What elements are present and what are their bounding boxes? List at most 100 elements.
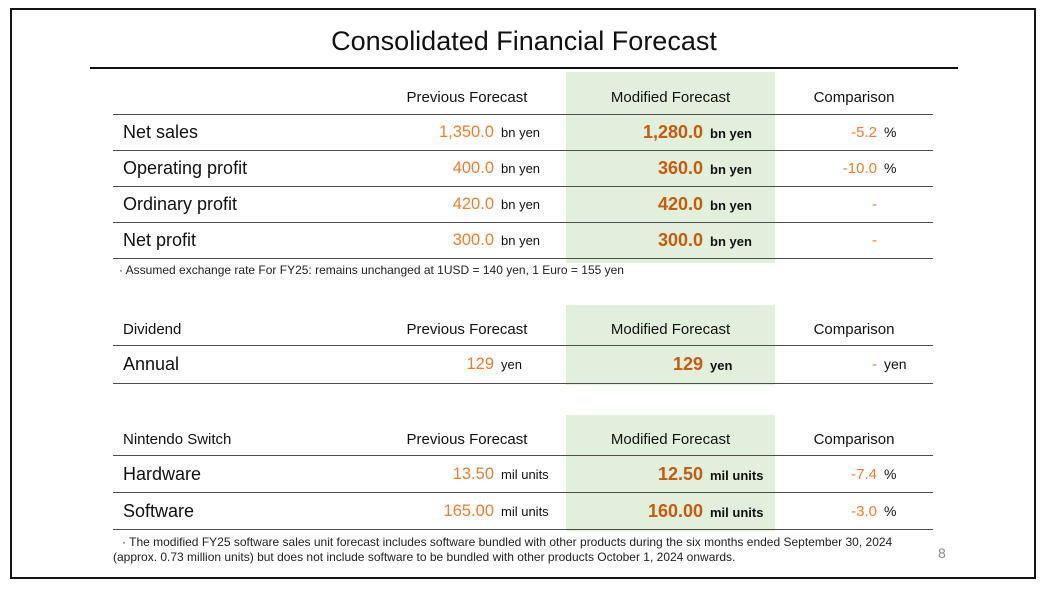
previous-value: 400.0: [452, 159, 494, 177]
modified-forecast-cell: 420.0 bn yen: [566, 194, 775, 215]
previous-forecast-header: Previous Forecast: [406, 89, 528, 106]
table-header-row: Dividend Previous Forecast Modified Fore…: [113, 313, 933, 346]
modified-forecast-header: Modified Forecast: [610, 89, 731, 106]
dividend-table: Dividend Previous Forecast Modified Fore…: [113, 305, 933, 385]
modified-unit: mil units: [710, 504, 764, 520]
previous-value: 129: [466, 355, 494, 373]
comparison-header: Comparison: [813, 89, 895, 106]
table-row: Annual 129 yen 129 yen - yen: [113, 346, 933, 384]
modified-value: 160.00: [647, 500, 703, 521]
previous-forecast-cell: 165.00 mil units: [368, 502, 566, 521]
modified-unit: mil units: [710, 467, 764, 483]
comparison-header: Comparison: [813, 430, 895, 448]
row-label: Annual: [123, 354, 180, 374]
modified-forecast-cell: 129 yen: [566, 354, 775, 375]
comparison-cell: -: [775, 196, 933, 213]
modified-forecast-cell: 360.0 bn yen: [566, 158, 775, 179]
comparison-value: -: [872, 356, 877, 373]
previous-forecast-header: Previous Forecast: [406, 430, 528, 448]
comparison-cell: -5.2%: [775, 124, 933, 141]
previous-unit: bn yen: [501, 161, 541, 176]
modified-forecast-cell: 300.0 bn yen: [566, 230, 775, 251]
nintendo-switch-section-label: Nintendo Switch: [123, 430, 232, 448]
comparison-value: -: [872, 232, 877, 249]
previous-forecast-cell: 1,350.0 bn yen: [368, 123, 566, 142]
financial-forecast-table: Previous Forecast Modified Forecast Comp…: [113, 72, 933, 263]
modified-unit: yen: [710, 358, 733, 373]
modified-unit: bn yen: [710, 162, 752, 177]
previous-forecast-cell: 420.0 bn yen: [368, 195, 566, 214]
dividend-section-label: Dividend: [123, 320, 182, 338]
comparison-header: Comparison: [813, 320, 895, 338]
previous-forecast-header: Previous Forecast: [406, 320, 528, 338]
modified-value: 300.0: [657, 230, 703, 250]
previous-unit: bn yen: [501, 125, 541, 140]
row-label: Operating profit: [123, 158, 248, 178]
comparison-unit: %: [884, 502, 897, 519]
table-row: Operating profit 400.0 bn yen 360.0 bn yen…: [113, 151, 933, 187]
modified-forecast-highlight: [566, 72, 775, 263]
previous-value: 13.50: [452, 464, 494, 483]
comparison-unit: %: [884, 465, 897, 482]
previous-forecast-cell: 400.0 bn yen: [368, 159, 566, 178]
previous-value: 420.0: [452, 195, 494, 213]
modified-unit: bn yen: [710, 126, 752, 141]
comparison-value: -5.2: [851, 124, 877, 141]
modified-value: 12.50: [657, 463, 703, 484]
nintendo-switch-table: Nintendo Switch Previous Forecast Modifi…: [113, 415, 933, 531]
modified-forecast-header: Modified Forecast: [610, 320, 731, 338]
comparison-cell: -10.0%: [775, 160, 933, 177]
previous-unit: bn yen: [501, 233, 541, 248]
software-forecast-footnote: · The modified FY25 software sales unit …: [113, 535, 893, 564]
previous-unit: yen: [501, 357, 522, 372]
row-label: Ordinary profit: [123, 194, 238, 214]
modified-value: 129: [672, 354, 703, 374]
table-row: Ordinary profit 420.0 bn yen 420.0 bn yen …: [113, 187, 933, 223]
comparison-value: -: [872, 196, 877, 213]
modified-forecast-header: Modified Forecast: [610, 430, 731, 448]
modified-value: 1,280.0: [642, 122, 703, 142]
modified-forecast-cell: 1,280.0 bn yen: [566, 122, 775, 143]
comparison-value: -10.0: [842, 160, 877, 177]
row-label: Net sales: [123, 122, 199, 142]
previous-unit: mil units: [501, 503, 549, 519]
title-underline: [90, 67, 958, 69]
modified-unit: bn yen: [710, 198, 752, 213]
table-row: Net sales 1,350.0 bn yen 1,280.0 bn yen -5…: [113, 115, 933, 151]
previous-forecast-cell: 13.50 mil units: [368, 465, 566, 484]
previous-forecast-cell: 129 yen: [368, 355, 566, 374]
modified-forecast-highlight: [566, 415, 775, 531]
previous-unit: bn yen: [501, 197, 541, 212]
modified-forecast-cell: 160.00 mil units: [566, 501, 775, 522]
comparison-value: -7.4: [851, 465, 877, 483]
comparison-unit: yen: [884, 356, 907, 372]
previous-value: 1,350.0: [438, 123, 494, 141]
table-row: Software 165.00 mil units 160.00 mil units…: [113, 493, 933, 530]
modified-value: 420.0: [657, 194, 703, 214]
previous-forecast-cell: 300.0 bn yen: [368, 231, 566, 250]
previous-value: 300.0: [452, 231, 494, 249]
comparison-unit: %: [884, 124, 897, 140]
table-header-row: Nintendo Switch Previous Forecast Modifi…: [113, 423, 933, 456]
table-header-row: Previous Forecast Modified Forecast Comp…: [113, 81, 933, 115]
previous-value: 165.00: [443, 501, 494, 520]
row-label: Net profit: [123, 230, 197, 250]
table-row: Hardware 13.50 mil units 12.50 mil units -…: [113, 456, 933, 493]
modified-value: 360.0: [657, 158, 703, 178]
comparison-cell: -7.4%: [775, 466, 933, 483]
comparison-unit: %: [884, 160, 897, 176]
page-title: Consolidated Financial Forecast: [331, 26, 717, 56]
modified-unit: bn yen: [710, 234, 752, 249]
page-number: 8: [938, 545, 946, 561]
modified-forecast-cell: 12.50 mil units: [566, 464, 775, 485]
table-row: Net profit 300.0 bn yen 300.0 bn yen -: [113, 223, 933, 259]
comparison-cell: -: [775, 232, 933, 249]
previous-unit: mil units: [501, 466, 549, 482]
comparison-cell: - yen: [775, 356, 933, 373]
row-label: Hardware: [123, 463, 202, 484]
exchange-rate-note: · Assumed exchange rate For FY25: remain…: [119, 263, 624, 277]
comparison-cell: -3.0%: [775, 503, 933, 520]
comparison-value: -3.0: [851, 502, 877, 520]
row-label: Software: [123, 500, 195, 521]
